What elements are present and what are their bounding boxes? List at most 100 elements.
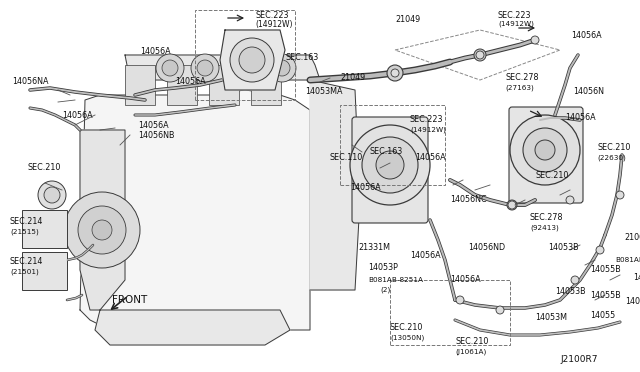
Text: SEC.163: SEC.163 (285, 54, 318, 62)
Text: (14912W): (14912W) (410, 127, 446, 133)
Text: 14056N: 14056N (573, 87, 604, 96)
Circle shape (535, 140, 555, 160)
Text: 14053B: 14053B (555, 288, 586, 296)
Circle shape (268, 54, 296, 82)
Text: SEC.210: SEC.210 (536, 170, 570, 180)
Circle shape (92, 220, 112, 240)
Text: 21331M: 21331M (358, 244, 390, 253)
Circle shape (230, 38, 274, 82)
Circle shape (78, 206, 126, 254)
Text: SEC.210: SEC.210 (455, 337, 488, 346)
Circle shape (456, 296, 464, 304)
Text: 14055B: 14055B (625, 298, 640, 307)
Bar (22, 210, 67, 248)
Circle shape (474, 49, 486, 61)
Text: 14053P: 14053P (368, 263, 398, 273)
Circle shape (38, 181, 66, 209)
Circle shape (162, 60, 178, 76)
Text: SEC.214: SEC.214 (10, 218, 44, 227)
Polygon shape (125, 55, 320, 80)
Circle shape (44, 187, 60, 203)
Polygon shape (80, 90, 310, 330)
Polygon shape (80, 130, 125, 310)
Circle shape (387, 65, 403, 81)
Text: (21501): (21501) (10, 269, 39, 275)
Text: 14053MA: 14053MA (305, 87, 342, 96)
Circle shape (191, 54, 219, 82)
Text: 14056NC: 14056NC (450, 196, 486, 205)
FancyBboxPatch shape (509, 107, 583, 203)
Circle shape (616, 191, 624, 199)
Text: (J1061A): (J1061A) (455, 349, 486, 355)
Text: 14056A: 14056A (62, 110, 93, 119)
Bar (125, 65, 155, 105)
Text: (14912W): (14912W) (255, 19, 292, 29)
Text: (21515): (21515) (10, 229, 39, 235)
Text: 14055B: 14055B (590, 291, 621, 299)
Bar (167, 65, 197, 105)
Circle shape (239, 47, 265, 73)
Text: FRONT: FRONT (112, 295, 147, 305)
Text: SEC.210: SEC.210 (390, 324, 424, 333)
Text: 21049: 21049 (340, 74, 365, 83)
Circle shape (523, 128, 567, 172)
Text: 14053: 14053 (633, 273, 640, 282)
Circle shape (231, 54, 259, 82)
Bar (22, 252, 67, 290)
Circle shape (531, 36, 539, 44)
Circle shape (237, 60, 253, 76)
Circle shape (566, 196, 574, 204)
Circle shape (362, 137, 418, 193)
Text: SEC.110: SEC.110 (330, 154, 364, 163)
Text: (22630): (22630) (597, 155, 626, 161)
Text: 14055: 14055 (590, 311, 615, 320)
Text: SEC.278: SEC.278 (530, 214, 563, 222)
Text: B081AB-8251A: B081AB-8251A (368, 277, 423, 283)
Text: 14053M: 14053M (535, 314, 567, 323)
Text: SEC.210: SEC.210 (28, 164, 61, 173)
Text: SEC.278: SEC.278 (505, 74, 538, 83)
Text: (13050N): (13050N) (390, 335, 424, 341)
Bar (340, 105, 445, 185)
Text: 14056NB: 14056NB (138, 131, 175, 141)
Text: 14056A: 14056A (571, 31, 602, 39)
Text: SEC.163: SEC.163 (370, 148, 403, 157)
Circle shape (64, 192, 140, 268)
Text: 21049: 21049 (395, 16, 420, 25)
Text: J2100R7: J2100R7 (560, 356, 598, 365)
Text: 21068J: 21068J (624, 234, 640, 243)
Circle shape (571, 276, 579, 284)
Text: 14056A: 14056A (350, 183, 381, 192)
Text: SEC.223: SEC.223 (255, 10, 289, 19)
Circle shape (350, 125, 430, 205)
Text: (92413): (92413) (530, 225, 559, 231)
Bar (251, 65, 281, 105)
Text: 14056A: 14056A (565, 113, 596, 122)
Text: 14053B: 14053B (548, 244, 579, 253)
Text: B081AB-6121A: B081AB-6121A (615, 257, 640, 263)
Text: 14056A: 14056A (175, 77, 205, 87)
Text: SEC.223: SEC.223 (498, 10, 531, 19)
Text: SEC.210: SEC.210 (597, 144, 630, 153)
Circle shape (496, 306, 504, 314)
Bar (390, 280, 510, 345)
Circle shape (476, 51, 484, 59)
Text: 14056NA: 14056NA (12, 77, 49, 87)
Polygon shape (95, 310, 290, 345)
Circle shape (507, 200, 517, 210)
Text: (2): (2) (380, 287, 390, 293)
Circle shape (508, 201, 516, 209)
Text: 14055B: 14055B (590, 266, 621, 275)
Text: (14912W): (14912W) (498, 21, 534, 27)
Text: (27163): (27163) (505, 85, 534, 91)
Text: 14056ND: 14056ND (468, 244, 505, 253)
Bar (209, 65, 239, 105)
Circle shape (197, 60, 213, 76)
FancyBboxPatch shape (352, 117, 428, 223)
Bar (195, 10, 295, 100)
Circle shape (376, 151, 404, 179)
Text: 14056A: 14056A (450, 276, 481, 285)
Text: SEC.223: SEC.223 (410, 115, 444, 125)
Text: 14056A: 14056A (415, 154, 445, 163)
Circle shape (596, 246, 604, 254)
